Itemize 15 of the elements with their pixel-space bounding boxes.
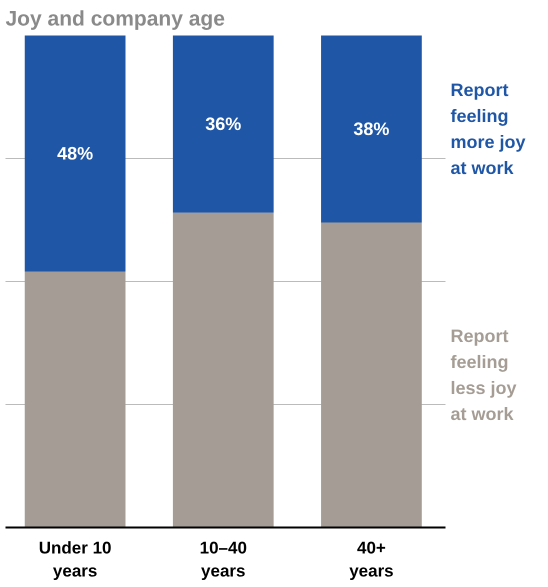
data-label: 36% <box>205 114 242 134</box>
bar <box>321 36 422 222</box>
series-label: Report feeling more joy at work <box>450 80 526 178</box>
chart-title: Joy and company age <box>6 8 225 30</box>
data-label: 48% <box>57 144 94 164</box>
x-tick-label: 10–40 years <box>200 538 247 580</box>
bar <box>24 272 126 528</box>
bar <box>172 36 274 213</box>
bar <box>24 36 126 272</box>
x-tick-label: Under 10 years <box>38 538 112 580</box>
bar <box>172 212 274 528</box>
data-label: 38% <box>353 118 390 139</box>
bar <box>321 222 422 528</box>
series-label: Report feeling less joy at work <box>450 326 517 424</box>
x-tick-label: 40+ years <box>349 538 394 580</box>
